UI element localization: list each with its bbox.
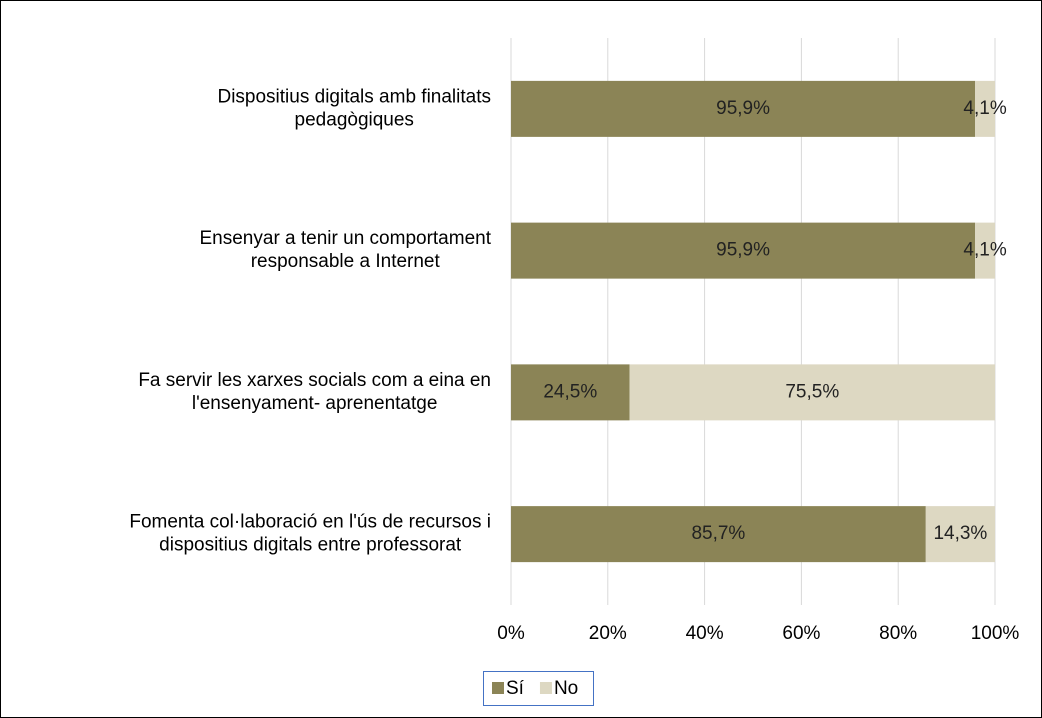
category-label: Fomenta col·laboració en l'ús de recurso…: [129, 512, 491, 533]
category-label: Ensenyar a tenir un comportament: [200, 228, 492, 249]
value-label: 4,1%: [963, 240, 1006, 261]
value-label: 95,9%: [716, 240, 770, 261]
category-label: Fa servir les xarxes socials com a eina …: [138, 370, 491, 391]
category-label: pedagògiques: [295, 109, 414, 130]
value-label: 95,9%: [716, 98, 770, 119]
legend-label: No: [554, 678, 578, 699]
bar-segment: [511, 506, 926, 563]
category-label: responsable a Internet: [251, 251, 441, 272]
bar-segment: [629, 364, 995, 421]
legend-label: Sí: [506, 678, 525, 699]
x-tick-label: 20%: [589, 623, 627, 644]
value-label: 4,1%: [963, 98, 1006, 119]
category-label: l'ensenyament- aprenentatge: [192, 393, 438, 414]
value-label: 85,7%: [691, 523, 745, 544]
bar-segment: [975, 222, 995, 279]
legend-swatch: [539, 682, 552, 694]
x-tick-label: 40%: [686, 623, 724, 644]
x-tick-label: 100%: [971, 623, 1020, 644]
value-label: 75,5%: [785, 381, 839, 402]
value-label: 24,5%: [543, 381, 597, 402]
x-tick-label: 80%: [879, 623, 917, 644]
bar-segment: [511, 364, 630, 421]
bar-segment: [975, 80, 995, 137]
bar-segment: [511, 222, 976, 279]
value-label: 14,3%: [933, 523, 987, 544]
category-label: dispositius digitals entre professorat: [159, 535, 462, 556]
bar-segment: [511, 80, 976, 137]
x-tick-label: 0%: [497, 623, 525, 644]
category-label: Dispositius digitals amb finalitats: [217, 86, 491, 107]
legend-swatch: [492, 682, 504, 694]
bar-segment: [925, 506, 995, 563]
x-tick-label: 60%: [782, 623, 820, 644]
